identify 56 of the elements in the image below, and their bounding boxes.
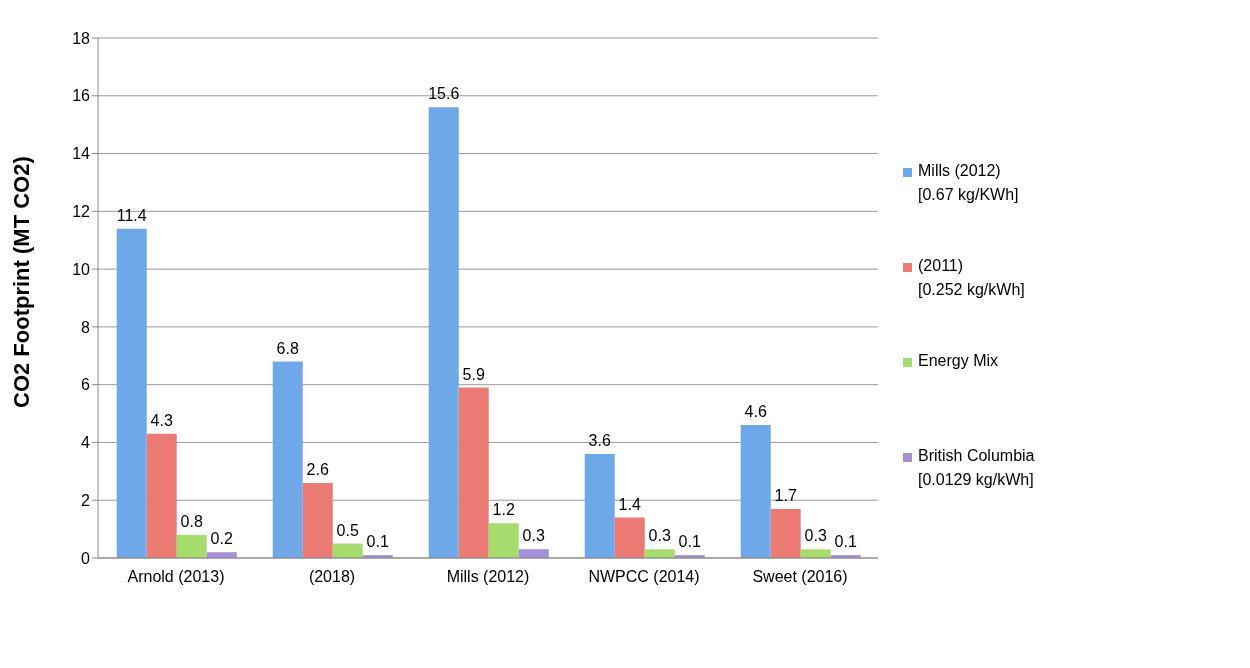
x-tick-label: (2018) [308, 568, 356, 585]
bar [458, 387, 489, 558]
y-tick-label: 18 [72, 29, 91, 47]
bar [272, 361, 303, 558]
data-label: 5.9 [462, 365, 485, 383]
bar [302, 482, 333, 558]
data-label: 4.3 [150, 411, 173, 429]
legend-label: British Columbia [0.0129 kg/kWh] [918, 446, 1035, 490]
bar [116, 228, 147, 558]
data-label: 0.2 [210, 530, 233, 548]
data-label: 0.3 [522, 527, 545, 545]
y-axis-title: CO2 Footprint (MT CO2) [8, 156, 34, 408]
x-tick-label: Arnold (2013) [127, 568, 225, 585]
y-tick-label: 6 [81, 376, 91, 394]
data-label: 0.8 [180, 512, 203, 530]
legend-label: Energy Mix [918, 351, 999, 371]
y-tick-label: 2 [81, 491, 91, 509]
bar [614, 517, 645, 558]
data-label: 0.1 [834, 533, 857, 551]
bar [740, 425, 771, 558]
bar [800, 549, 831, 558]
bar [176, 534, 207, 558]
data-label: 0.1 [366, 533, 389, 551]
x-tick-label: Mills (2012) [446, 568, 530, 585]
data-label: 0.1 [678, 533, 701, 551]
bar [428, 107, 459, 558]
bar [584, 454, 615, 558]
data-label: 4.6 [744, 403, 767, 421]
bar [488, 523, 519, 558]
data-label: 0.5 [336, 521, 359, 539]
y-tick-label: 12 [72, 203, 91, 221]
y-tick-label: 10 [72, 260, 91, 278]
bar [518, 549, 549, 558]
bar [332, 543, 363, 558]
data-label: 1.2 [492, 501, 515, 519]
x-tick-label: NWPCC (2014) [588, 568, 700, 585]
legend-label: Mills (2012) [0.67 kg/KWh] [918, 161, 1019, 205]
x-tick-label: Sweet (2016) [752, 568, 848, 585]
data-label: 1.7 [774, 486, 797, 504]
bar [770, 508, 801, 558]
y-tick-label: 8 [81, 318, 91, 336]
data-label: 0.3 [804, 527, 827, 545]
data-label: 3.6 [588, 432, 611, 449]
y-tick-label: 16 [72, 87, 91, 105]
legend-label: (2011) [0.252 kg/kWh] [918, 256, 1025, 300]
data-label: 0.3 [648, 527, 671, 545]
data-label: 6.8 [276, 339, 299, 357]
data-label: 15.6 [428, 85, 460, 103]
y-tick-label: 4 [81, 434, 91, 452]
bar [644, 549, 675, 558]
data-label: 2.6 [306, 460, 329, 478]
data-label: 1.4 [618, 495, 641, 513]
data-label: 11.4 [116, 206, 147, 224]
bar [146, 433, 177, 558]
y-tick-label: 0 [81, 549, 91, 567]
y-tick-label: 14 [72, 145, 91, 163]
